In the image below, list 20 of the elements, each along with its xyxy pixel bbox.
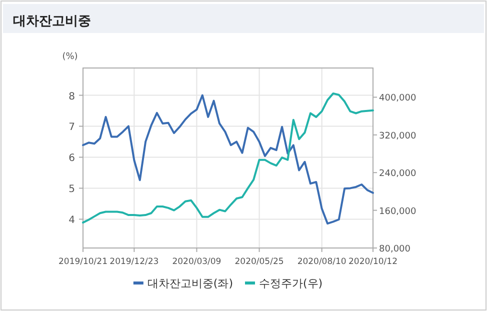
- x-tick-label: 2020/08/10: [297, 257, 346, 267]
- y-axis-title: (%): [62, 52, 78, 62]
- chart-title: 대차잔고비중: [13, 14, 91, 29]
- y2-tick-label: 400,000: [379, 94, 416, 104]
- y2-tick-label: 240,000: [379, 169, 416, 180]
- legend-label: 수정주가(우): [259, 277, 323, 290]
- y2-tick-label: 80,000: [379, 244, 411, 254]
- x-tick-label: 2020/03/09: [172, 257, 222, 267]
- legend-label: 대차잔고비중(좌): [147, 277, 233, 290]
- x-tick-label: 2020/10/12: [348, 257, 398, 267]
- x-tick-label: 2019/12/23: [110, 257, 159, 267]
- x-tick-label: 2019/10/21: [58, 257, 108, 267]
- y-tick-label: 7: [68, 122, 75, 134]
- y-tick-label: 6: [68, 153, 75, 164]
- y2-tick-label: 320,000: [379, 131, 416, 142]
- y-tick-label: 5: [68, 184, 75, 196]
- y2-tick-label: 160,000: [379, 206, 416, 217]
- x-tick-label: 2020/05/25: [234, 257, 284, 267]
- y-tick-label: 8: [68, 91, 75, 102]
- y-tick-label: 4: [68, 215, 75, 226]
